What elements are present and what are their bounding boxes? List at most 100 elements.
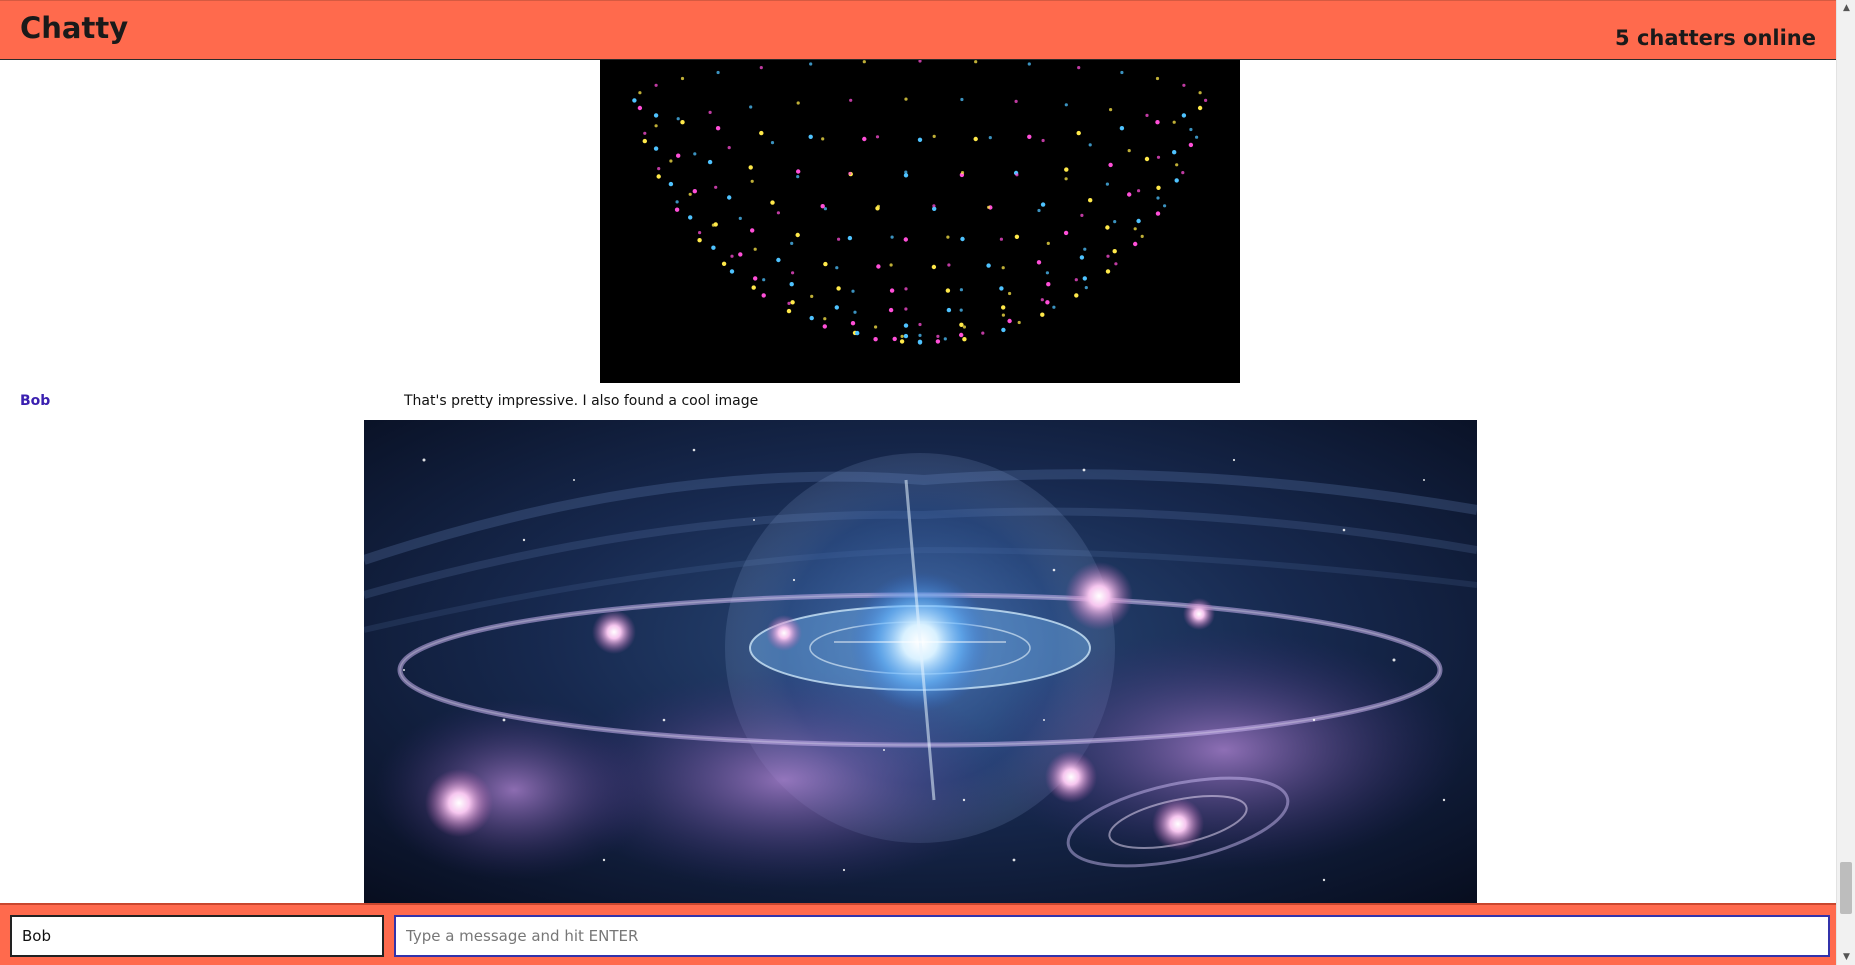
globe-dot — [730, 254, 734, 258]
globe-dot — [917, 340, 923, 345]
globe-dot — [1077, 66, 1081, 70]
globe-dot — [1063, 230, 1069, 236]
globe-dot — [932, 206, 937, 211]
globe-dot — [776, 257, 781, 263]
globe-dot — [787, 301, 791, 305]
globe-dot — [889, 288, 895, 293]
globe-dot — [1156, 155, 1161, 159]
galaxy-image — [364, 420, 1477, 903]
globe-dot — [900, 334, 904, 338]
globe-dot — [932, 134, 936, 138]
globe-dot — [1163, 204, 1167, 208]
globe-dot — [1080, 213, 1084, 217]
globe-dot — [1112, 249, 1117, 254]
dotted-globe-image — [632, 60, 1208, 345]
globe-dot — [876, 204, 880, 208]
scroll-up-arrow-icon[interactable]: ▲ — [1843, 3, 1850, 13]
globe-dot — [1064, 177, 1068, 181]
globe-dot — [809, 62, 813, 66]
username-input[interactable] — [10, 915, 384, 957]
globe-dot — [738, 216, 742, 220]
globe-dot — [688, 192, 692, 196]
globe-dot — [638, 91, 642, 95]
globe-dot — [1007, 318, 1012, 324]
globe-dot — [653, 113, 659, 118]
globe-dot — [1040, 312, 1045, 317]
globe-dot — [1198, 91, 1202, 95]
globe-dot — [850, 321, 856, 326]
globe-dot — [791, 271, 795, 275]
globe-dot — [903, 323, 909, 328]
globe-dot — [786, 308, 792, 314]
globe-dot — [1156, 185, 1161, 190]
scrollbar-thumb[interactable] — [1840, 862, 1852, 914]
globe-dot — [999, 286, 1004, 291]
globe-dot — [1172, 120, 1176, 124]
globe-dot — [675, 200, 679, 204]
app-title[interactable]: Chatty — [20, 11, 129, 45]
globe-dot — [1195, 135, 1199, 139]
message-list[interactable]: Bob That's pretty impressive. I also fou… — [0, 60, 1836, 903]
globe-dot — [657, 167, 661, 171]
globe-dot — [959, 322, 964, 327]
globe-dot — [876, 264, 881, 269]
scroll-down-arrow-icon[interactable]: ▼ — [1843, 952, 1850, 962]
globe-dot — [669, 159, 673, 163]
globe-dot — [1076, 130, 1081, 136]
globe-dot — [960, 97, 964, 102]
globe-dot — [1040, 298, 1044, 302]
globe-dot — [1182, 83, 1186, 87]
globe-dot — [770, 200, 775, 205]
globe-dot — [796, 101, 800, 105]
globe-dot — [904, 97, 908, 101]
globe-dot — [1017, 320, 1021, 325]
globe-dot — [1064, 167, 1069, 172]
globe-dot — [918, 333, 922, 337]
globe-dot — [729, 269, 735, 274]
globe-dot — [654, 83, 658, 87]
globe-dot — [903, 237, 908, 242]
page-scrollbar[interactable]: ▲ ▼ — [1836, 0, 1855, 965]
globe-dot — [676, 117, 680, 121]
globe-dot — [643, 131, 647, 135]
globe-dot — [1175, 163, 1179, 167]
message-input[interactable] — [394, 915, 1830, 957]
globe-dot — [1204, 98, 1208, 102]
globe-dot — [988, 136, 992, 140]
globe-dot — [692, 189, 697, 194]
globe-dot — [1136, 218, 1141, 224]
globe-dot — [946, 235, 950, 239]
globe-dot — [837, 237, 841, 241]
globe-dot — [853, 310, 857, 314]
globe-dot — [759, 66, 763, 70]
globe-dot — [999, 237, 1003, 241]
globe-dot — [947, 263, 951, 267]
globe-dot — [918, 60, 922, 63]
globe-dot — [862, 60, 866, 64]
globe-dot — [715, 126, 721, 131]
globe-dot — [962, 337, 967, 342]
globe-dot — [697, 238, 702, 243]
globe-dot — [1106, 254, 1110, 258]
globe-dot — [1127, 149, 1131, 153]
globe-dot — [1133, 241, 1138, 247]
globe-dot — [708, 110, 712, 114]
globe-dot — [1074, 278, 1078, 282]
message-text: That's pretty impressive. I also found a… — [404, 393, 759, 409]
globe-dot — [738, 252, 743, 257]
globe-dot — [796, 175, 800, 179]
globe-dot — [637, 105, 643, 111]
message-image-galaxy — [364, 420, 1477, 903]
globe-dot — [711, 245, 716, 250]
globe-dot — [1064, 103, 1068, 107]
globe-dot — [790, 241, 794, 245]
online-count: 5 chatters online — [1615, 26, 1816, 50]
globe-dot — [917, 137, 923, 142]
globe-dot — [935, 339, 941, 344]
globe-dot — [751, 285, 756, 290]
globe-dot — [1156, 196, 1160, 200]
globe-dot — [1052, 305, 1056, 309]
globe-dot — [1105, 182, 1109, 186]
message-username: Bob — [20, 393, 51, 409]
globe-dot — [790, 300, 795, 305]
